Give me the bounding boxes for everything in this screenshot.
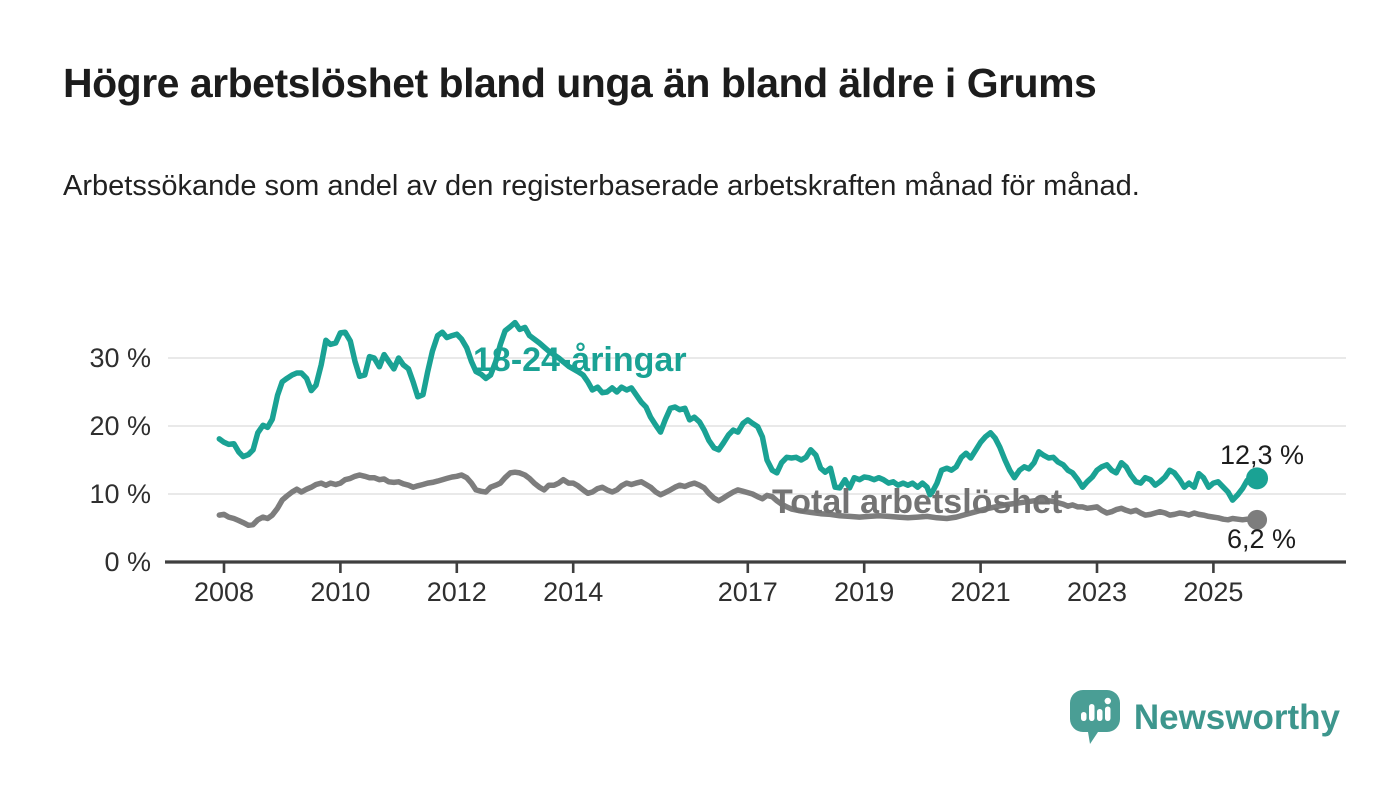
- end-value-label-total: 6,2 %: [1227, 524, 1296, 554]
- logo-exclamation-bar: [1104, 706, 1111, 721]
- series-line-total: [216, 469, 1260, 529]
- chart-subtitle: Arbetssökande som andel av den registerb…: [63, 170, 1140, 202]
- brand-name: Newsworthy: [1133, 698, 1340, 737]
- x-tick-label-2021: 2021: [951, 577, 1011, 607]
- y-tick-label-20: 20 %: [89, 411, 151, 441]
- page-title: Högre arbetslöshet bland unga än bland ä…: [63, 60, 1097, 106]
- series-end-dot-total: [1247, 509, 1268, 530]
- end-value-label-youth: 12,3 %: [1220, 440, 1304, 470]
- logo-bar-3: [1096, 709, 1103, 721]
- x-tick-label-2008: 2008: [194, 577, 254, 607]
- x-tick-label-2014: 2014: [543, 577, 603, 607]
- x-tick-label-2010: 2010: [310, 577, 370, 607]
- axis-tick-labels: 0 % 10 % 20 % 30 % 2008 2010 2012 2014 2017 2019 2…: [89, 343, 1243, 607]
- x-tick-label-2023: 2023: [1067, 577, 1127, 607]
- x-tick-label-2012: 2012: [427, 577, 487, 607]
- y-tick-label-0: 0 %: [104, 547, 151, 577]
- series-end-dot-youth: [1246, 467, 1269, 490]
- y-tick-label-10: 10 %: [89, 479, 151, 509]
- y-tick-label-30: 30 %: [89, 343, 151, 373]
- speech-bubble-shape: [1069, 690, 1120, 744]
- logo-bar-2: [1088, 704, 1095, 721]
- x-tick-label-2019: 2019: [834, 577, 894, 607]
- brand-footer: Newsworthy: [1069, 690, 1340, 746]
- x-tick-label-2017: 2017: [718, 577, 778, 607]
- x-tick-label-2025: 2025: [1183, 577, 1243, 607]
- series-annotations: 18-24-åringar 12,3 % Total arbetslöshet 6,2…: [473, 341, 1304, 554]
- series-label-total: Total arbetslöshet: [772, 483, 1062, 521]
- series-line-youth: [216, 319, 1260, 503]
- x-axis: [165, 560, 1346, 573]
- logo-exclamation-dot: [1104, 697, 1111, 705]
- series-label-youth: 18-24-åringar: [473, 341, 687, 379]
- data-series: [216, 319, 1269, 530]
- newsworthy-logo-icon: [1069, 690, 1120, 744]
- logo-bar-1: [1080, 712, 1087, 721]
